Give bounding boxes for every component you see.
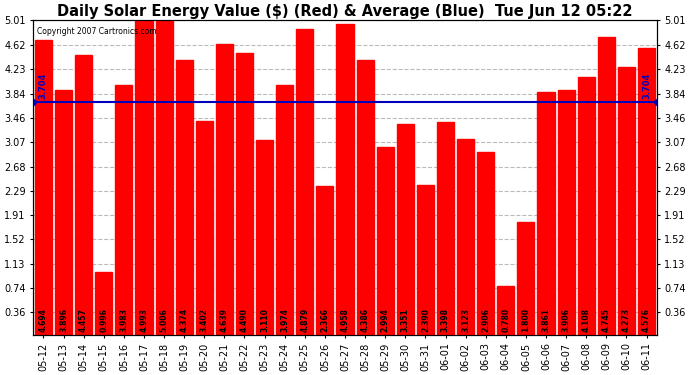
Text: 3.896: 3.896 (59, 308, 68, 332)
Text: 4.694: 4.694 (39, 308, 48, 332)
Bar (638, 48, 655, 335)
Text: 3.906: 3.906 (562, 308, 571, 332)
Text: 3.351: 3.351 (401, 308, 410, 332)
Bar (75, 55, 92, 335)
Bar (155, 21, 172, 335)
Bar (276, 86, 293, 335)
Text: Copyright 2007 Cartronics.com: Copyright 2007 Cartronics.com (37, 27, 156, 36)
Bar (558, 90, 575, 335)
Bar (176, 60, 193, 335)
Bar (95, 272, 112, 335)
Text: 2.366: 2.366 (320, 308, 329, 332)
Text: 4.108: 4.108 (582, 308, 591, 332)
Bar (135, 21, 152, 335)
Text: 0.996: 0.996 (99, 308, 108, 332)
Bar (256, 140, 273, 335)
Bar (216, 44, 233, 335)
Bar (316, 186, 333, 335)
Text: 3.402: 3.402 (200, 308, 209, 332)
Bar (518, 222, 535, 335)
Bar (115, 85, 132, 335)
Text: 4.639: 4.639 (220, 308, 229, 332)
Bar (417, 185, 434, 335)
Bar (578, 77, 595, 335)
Bar (35, 40, 52, 335)
Text: 3.704: 3.704 (642, 72, 651, 99)
Text: 3.123: 3.123 (461, 308, 470, 332)
Bar (377, 147, 394, 335)
Text: 4.374: 4.374 (179, 308, 188, 332)
Text: 4.386: 4.386 (361, 308, 370, 332)
Text: 2.906: 2.906 (481, 308, 490, 332)
Text: 1.800: 1.800 (522, 308, 531, 332)
Text: 0.780: 0.780 (502, 308, 511, 332)
Text: 4.273: 4.273 (622, 308, 631, 332)
Text: 5.006: 5.006 (159, 308, 168, 332)
Bar (236, 53, 253, 335)
Bar (598, 37, 615, 335)
Text: 4.958: 4.958 (340, 308, 350, 332)
Text: 4.490: 4.490 (240, 308, 249, 332)
Text: 4.576: 4.576 (642, 308, 651, 332)
Bar (437, 122, 454, 335)
Bar (397, 124, 414, 335)
Bar (296, 28, 313, 335)
Text: 3.974: 3.974 (280, 308, 289, 332)
Text: 4.745: 4.745 (602, 308, 611, 332)
Bar (457, 139, 474, 335)
Text: 3.983: 3.983 (119, 308, 128, 332)
Text: 4.993: 4.993 (139, 308, 148, 332)
Text: 4.879: 4.879 (300, 308, 309, 332)
Text: 3.110: 3.110 (260, 308, 269, 332)
Bar (196, 121, 213, 335)
Bar (618, 67, 635, 335)
Text: 2.390: 2.390 (421, 308, 430, 332)
Text: 4.457: 4.457 (79, 308, 88, 332)
Bar (477, 152, 494, 335)
Bar (497, 286, 514, 335)
Bar (55, 90, 72, 335)
Text: 3.861: 3.861 (542, 308, 551, 332)
Text: 3.704: 3.704 (39, 72, 48, 99)
Text: 2.994: 2.994 (381, 308, 390, 332)
Bar (357, 60, 374, 335)
Title: Daily Solar Energy Value ($) (Red) & Average (Blue)  Tue Jun 12 05:22: Daily Solar Energy Value ($) (Red) & Ave… (57, 4, 633, 19)
Text: 3.398: 3.398 (441, 308, 450, 332)
Bar (538, 93, 555, 335)
Bar (337, 24, 353, 335)
